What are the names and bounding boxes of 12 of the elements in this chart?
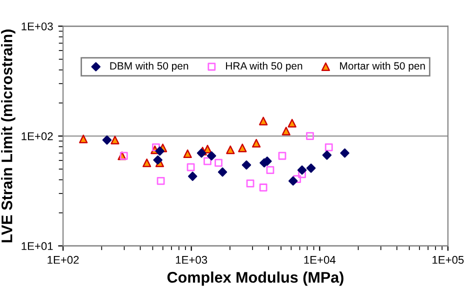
legend-label: DBM with 50 pen xyxy=(110,62,188,72)
x-axis-title: Complex Modulus (MPa) xyxy=(167,272,344,286)
x-tick-label: 1E+05 xyxy=(432,256,464,264)
x-tick-label: 1E+03 xyxy=(176,256,208,264)
y-tick-label: 1E+03 xyxy=(22,22,53,30)
y-axis-title: LVE Strain Limit (microstrain) xyxy=(1,30,16,242)
y-tick-label: 1E+01 xyxy=(22,242,53,250)
y-tick-label: 1E+02 xyxy=(22,132,53,140)
x-tick-label: 1E+04 xyxy=(304,256,336,264)
legend-label: Mortar with 50 pen xyxy=(340,62,425,72)
legend-label: HRA with 50 pen xyxy=(226,62,302,72)
x-tick-label: 1E+02 xyxy=(48,256,79,264)
